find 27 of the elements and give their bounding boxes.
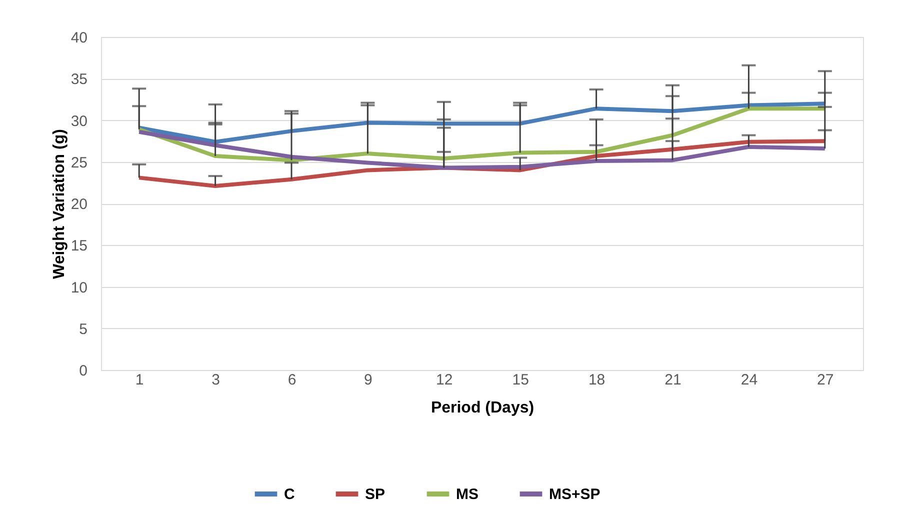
legend-label: MS+SP xyxy=(549,486,600,503)
legend-label: MS xyxy=(456,486,478,503)
x-tick-label: 3 xyxy=(212,372,220,388)
y-axis-title: Weight Variation (g) xyxy=(50,129,68,279)
y-tick-label: 10 xyxy=(70,279,88,296)
x-tick-label: 9 xyxy=(364,372,372,388)
legend-label: C xyxy=(284,486,295,503)
y-tick-label: 15 xyxy=(70,238,88,255)
y-tick-label: 25 xyxy=(70,154,88,172)
x-tick-label: 24 xyxy=(740,372,758,388)
y-tick-label: 35 xyxy=(70,71,88,88)
y-tick-label: 20 xyxy=(70,196,88,213)
x-tick-label: 27 xyxy=(817,372,834,388)
y-tick-label: 0 xyxy=(79,362,88,380)
x-tick-label: 6 xyxy=(288,372,296,388)
y-tick-label: 30 xyxy=(70,112,88,130)
x-tick-label: 1 xyxy=(135,372,144,388)
x-tick-label: 21 xyxy=(664,372,682,388)
line-series xyxy=(137,130,827,170)
x-tick-label: 18 xyxy=(588,372,606,388)
y-tick-label: 40 xyxy=(70,30,88,46)
y-tick-label: 5 xyxy=(79,320,88,338)
line-series xyxy=(137,102,827,144)
x-axis-title: Period (Days) xyxy=(430,400,534,416)
x-tick-label: 12 xyxy=(436,372,453,388)
x-tick-label: 15 xyxy=(512,372,529,388)
legend-label: SP xyxy=(365,486,386,503)
